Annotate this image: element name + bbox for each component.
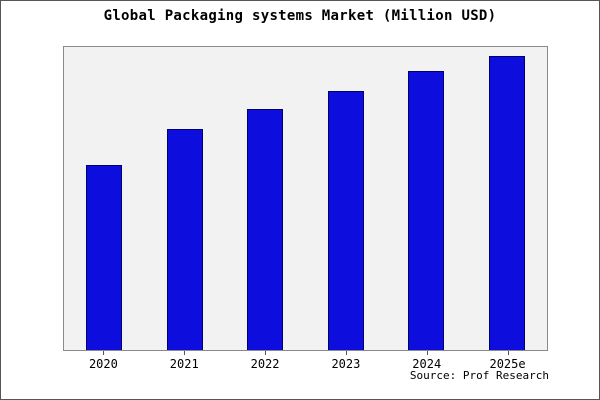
x-labels: 2020 2021 2022 2023 2024 2025e [63,357,548,373]
bar-2020 [86,164,123,350]
plot-area [63,46,548,351]
bar-slot-2021 [145,47,226,350]
x-label-2023: 2023 [331,357,361,371]
bar-2021 [166,129,203,350]
bar-slot-2022 [225,47,306,350]
bar-2023 [327,91,364,350]
bar-slot-2023 [306,47,387,350]
bar-2025e [488,55,525,350]
x-label-2024: 2024 [412,357,442,371]
bar-2022 [247,108,284,350]
x-label-2025e: 2025e [489,357,526,371]
x-label-2022: 2022 [250,357,280,371]
x-tick-2021 [144,351,225,356]
bar-slot-2020 [64,47,145,350]
bar-slot-2025e [467,47,548,350]
source-note: Source: Prof Research [409,369,549,382]
bar-2024 [408,70,445,350]
x-label-2021: 2021 [169,357,199,371]
x-tick-2022 [225,351,306,356]
x-label-2020: 2020 [88,357,118,371]
x-tick-2024 [386,351,467,356]
chart-title: Global Packaging systems Market (Million… [103,8,497,24]
x-ticks [63,351,548,356]
bar-slot-2024 [386,47,467,350]
x-tick-2023 [305,351,386,356]
plot-bars [64,47,547,350]
x-tick-2025e [467,351,548,356]
x-tick-2020 [63,351,144,356]
